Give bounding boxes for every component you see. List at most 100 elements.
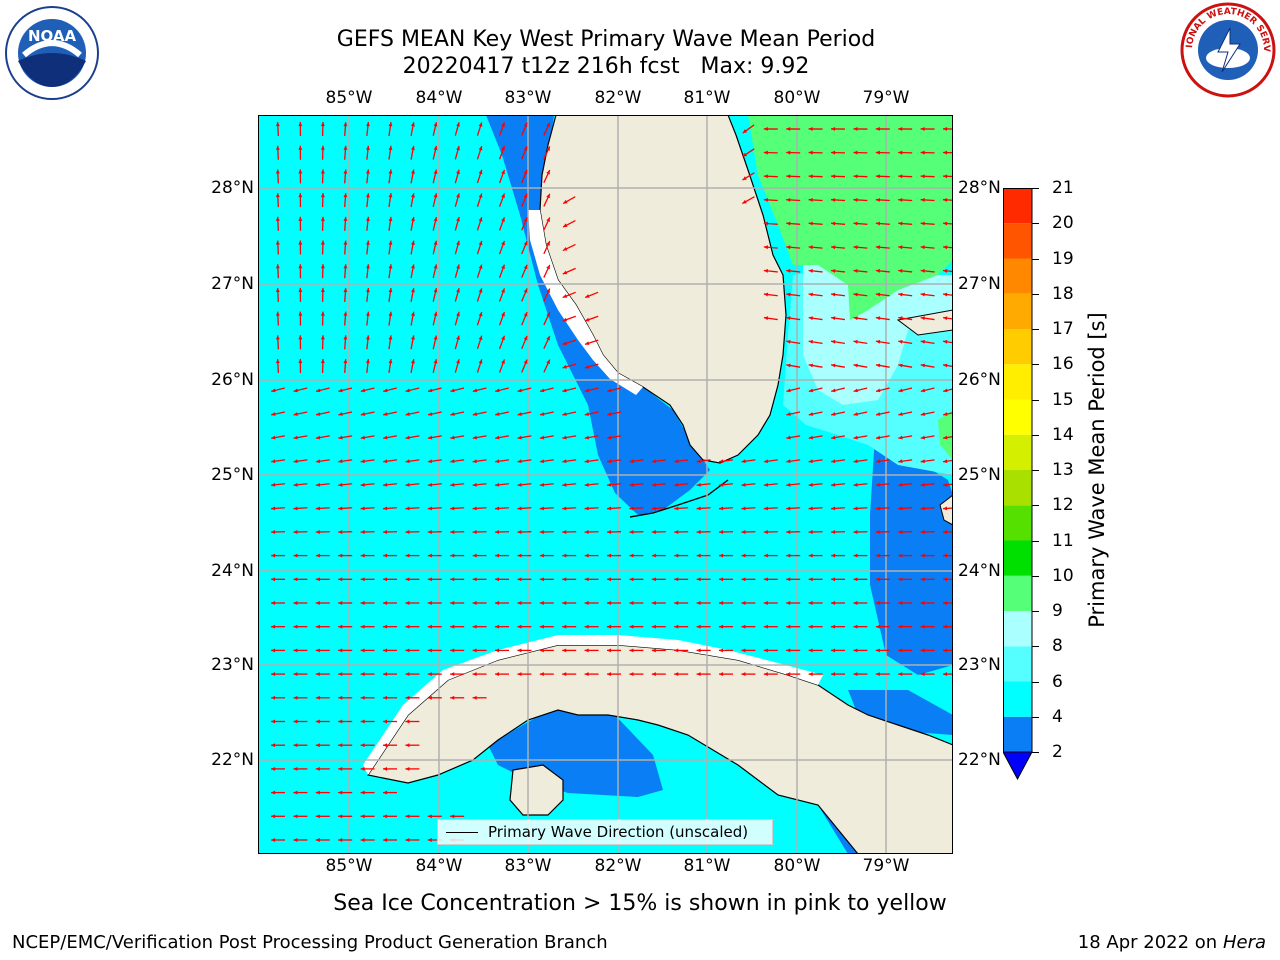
wave-arrow [271,387,285,393]
wave-arrow [320,240,325,255]
wave-arrow [942,530,953,534]
wave-arrow [830,363,846,368]
wave-arrow [315,624,330,629]
wave-arrow [539,553,554,558]
wave-arrow [853,435,868,440]
wave-arrow [584,363,599,369]
wave-arrow [521,122,528,136]
wave-arrow [472,387,487,393]
wave-arrow [539,435,554,440]
wave-arrow [360,648,375,653]
colorbar-tick-label: 21 [1052,178,1074,198]
wave-period-map [258,115,953,854]
wave-arrow [450,695,465,700]
wave-arrow [898,648,913,653]
wave-arrow [808,530,823,534]
wave-arrow [382,530,398,534]
wave-arrow [410,240,415,255]
wave-arrow [742,172,755,181]
wave-arrow [696,530,711,534]
wave-arrow [521,311,528,326]
wave-arrow [562,435,577,440]
colorbar-tick-mark [1032,681,1039,683]
wave-arrow [562,530,577,534]
wave-arrow [898,459,913,464]
wave-arrow [410,193,415,208]
colorbar-tick-mark [1032,329,1039,330]
wave-arrow [920,601,935,605]
colorbar-segment [1003,716,1032,752]
wave-arrow [343,358,348,374]
wave-arrow [405,577,420,582]
wave-arrow [763,292,778,297]
wave-arrow [853,506,868,511]
lon-label-top: 83°W [504,88,552,108]
wave-arrow [539,459,554,464]
colorbar-tick-label: 13 [1052,460,1074,480]
wave-arrow [498,311,506,326]
wave-arrow [405,814,420,819]
wave-arrow [365,121,370,137]
wave-arrow [270,459,286,464]
wave-arrow [454,240,460,255]
wave-arrow [315,766,330,771]
map-canvas [258,115,953,854]
wave-arrow [674,530,689,534]
wave-arrow [920,127,935,131]
wave-arrow [410,311,415,326]
wave-arrow [808,245,823,250]
wave-arrow [830,174,846,179]
wave-arrow [651,648,666,653]
wave-arrow [320,145,325,160]
wave-arrow [383,766,397,771]
wave-arrow [875,363,890,368]
wave-arrow [498,193,506,207]
wave-arrow [343,193,348,208]
wave-arrow [607,387,621,393]
wave-arrow [920,577,935,582]
wave-arrow [365,145,370,160]
wave-arrow [607,577,621,582]
wave-arrow [298,145,303,160]
wave-arrow [543,335,551,349]
wave-arrow [543,217,551,231]
wave-arrow [875,553,890,558]
wave-arrow [674,648,689,653]
lat-label-right: 22°N [958,750,1001,770]
wave-arrow [808,506,823,511]
colorbar-segment [1003,434,1032,470]
wave-arrow [388,193,393,208]
wave-arrow [898,339,913,345]
wave-arrow [607,624,621,629]
wave-arrow [584,624,599,629]
wave-arrow [388,121,393,137]
wave-arrow [432,311,438,326]
wave-arrow [432,169,438,184]
colorbar-segment [1003,258,1032,294]
wave-arrow [388,287,393,302]
wave-arrow [651,459,666,464]
wave-arrow [338,601,353,605]
wave-arrow [875,601,890,605]
wave-arrow [718,530,734,534]
wave-arrow [875,292,890,297]
map-legend: Primary Wave Direction (unscaled) [437,819,773,845]
wave-arrow [315,435,330,440]
wave-arrow [808,363,823,368]
wave-arrow [427,814,442,819]
wave-arrow [476,359,483,373]
wave-arrow [539,601,554,605]
wave-arrow [629,577,644,582]
wave-arrow [920,624,935,629]
wave-arrow [719,577,733,582]
wave-arrow [741,648,756,653]
wave-arrow [521,359,528,373]
wave-arrow [831,648,845,653]
wave-arrow [495,624,509,629]
wave-arrow [343,264,348,279]
lon-label-bottom: 85°W [325,856,373,876]
wave-arrow [320,264,325,279]
wave-arrow [808,339,823,345]
wave-arrow [584,577,599,582]
wave-arrow [875,624,890,629]
